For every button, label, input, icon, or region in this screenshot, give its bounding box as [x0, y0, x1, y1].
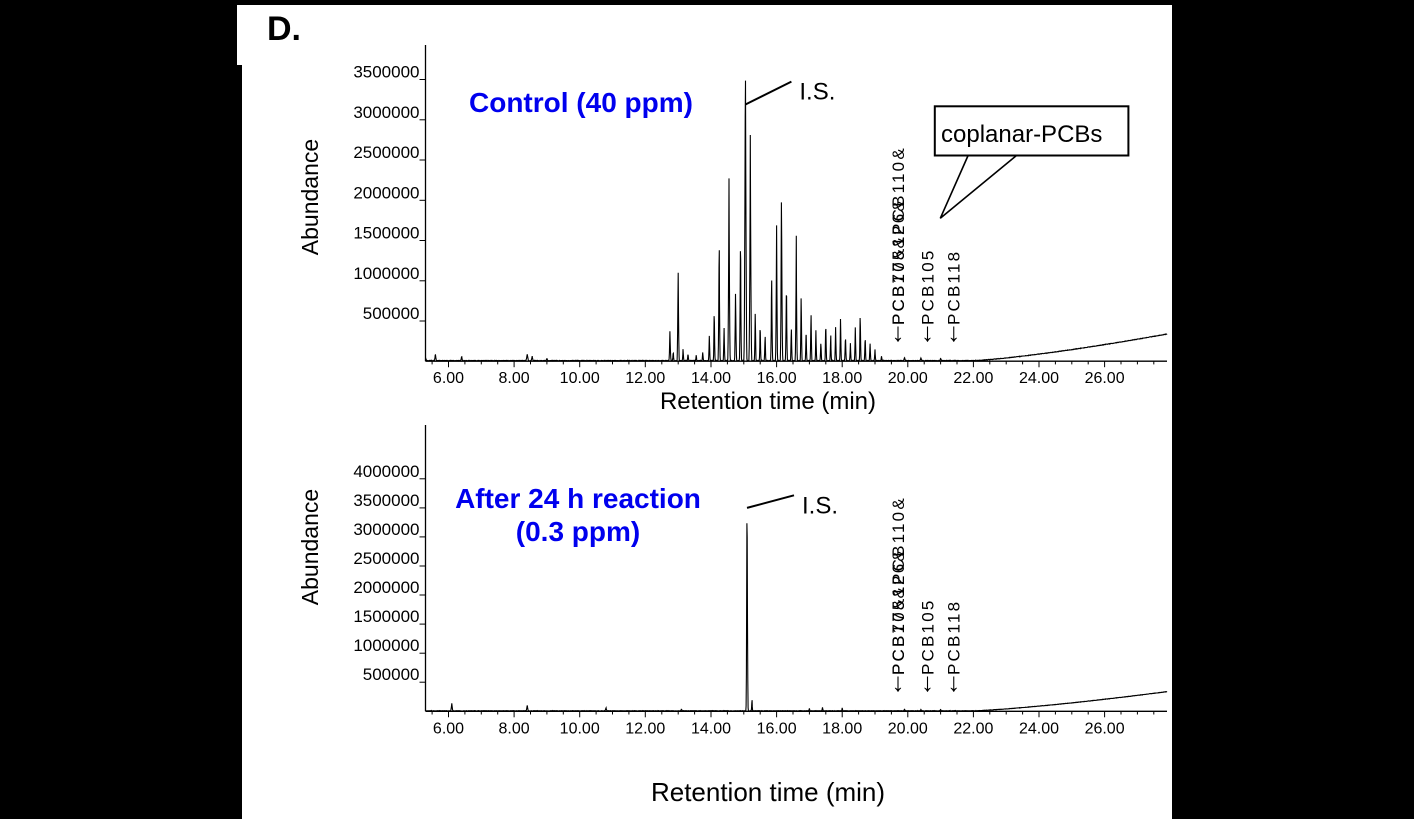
svg-text:18.00: 18.00: [822, 720, 862, 737]
svg-text:6.00: 6.00: [433, 720, 464, 737]
svg-text:After 24 h reaction: After 24 h reaction: [455, 483, 701, 514]
svg-text:2000000: 2000000: [353, 183, 419, 202]
svg-text:PCB105&PCB110&: PCB105&PCB110&: [889, 496, 908, 675]
svg-text:I.S.: I.S.: [802, 492, 838, 519]
svg-text:2500000: 2500000: [353, 143, 419, 162]
svg-text:10.00: 10.00: [560, 720, 600, 737]
svg-text:↓: ↓: [921, 667, 934, 697]
svg-text:I.S.: I.S.: [799, 79, 835, 106]
svg-text:3500000: 3500000: [353, 63, 419, 82]
svg-text:2500000: 2500000: [353, 549, 419, 568]
svg-text:↓: ↓: [947, 317, 960, 347]
svg-text:26.00: 26.00: [1085, 720, 1125, 737]
svg-text:14.00: 14.00: [691, 370, 731, 387]
svg-text:22.00: 22.00: [953, 720, 993, 737]
svg-text:8.00: 8.00: [499, 720, 530, 737]
svg-text:(0.3 ppm): (0.3 ppm): [516, 516, 640, 547]
svg-text:↓: ↓: [921, 317, 934, 347]
svg-text:↓: ↓: [947, 667, 960, 697]
svg-text:4000000: 4000000: [353, 462, 419, 481]
svg-text:16.00: 16.00: [757, 370, 797, 387]
svg-text:PCB105&PCB110&: PCB105&PCB110&: [889, 146, 908, 325]
svg-text:Control (40 ppm): Control (40 ppm): [469, 87, 693, 118]
svg-text:1500000: 1500000: [353, 224, 419, 243]
svg-text:3000000: 3000000: [353, 103, 419, 122]
svg-text:coplanar-PCBs: coplanar-PCBs: [941, 121, 1102, 148]
svg-text:20.00: 20.00: [888, 720, 928, 737]
svg-text:3500000: 3500000: [353, 491, 419, 510]
svg-text:12.00: 12.00: [625, 720, 665, 737]
svg-text:PCB118: PCB118: [945, 600, 964, 675]
svg-text:1000000: 1000000: [353, 264, 419, 283]
svg-text:PCB118: PCB118: [945, 250, 964, 325]
svg-text:6.00: 6.00: [433, 370, 464, 387]
svg-text:1500000: 1500000: [353, 607, 419, 626]
svg-text:500000: 500000: [363, 304, 420, 323]
svg-text:8.00: 8.00: [499, 370, 530, 387]
svg-text:3000000: 3000000: [353, 520, 419, 539]
svg-text:10.00: 10.00: [560, 370, 600, 387]
svg-text:↓: ↓: [892, 317, 905, 347]
svg-text:16.00: 16.00: [757, 720, 797, 737]
svg-text:22.00: 22.00: [953, 370, 993, 387]
svg-text:12.00: 12.00: [625, 370, 665, 387]
svg-text:Abundance: Abundance: [297, 139, 323, 255]
svg-text:14.00: 14.00: [691, 720, 731, 737]
svg-text:Abundance: Abundance: [297, 489, 323, 605]
svg-text:Retention time (min): Retention time (min): [651, 777, 885, 807]
svg-text:18.00: 18.00: [822, 370, 862, 387]
svg-text:26.00: 26.00: [1085, 370, 1125, 387]
svg-text:24.00: 24.00: [1019, 370, 1059, 387]
svg-text:20.00: 20.00: [888, 370, 928, 387]
svg-text:Retention time (min): Retention time (min): [660, 388, 876, 415]
svg-text:24.00: 24.00: [1019, 720, 1059, 737]
svg-text:500000: 500000: [363, 665, 420, 684]
svg-text:1000000: 1000000: [353, 636, 419, 655]
svg-text:↓: ↓: [892, 667, 905, 697]
svg-text:PCB105: PCB105: [919, 248, 938, 325]
svg-text:2000000: 2000000: [353, 578, 419, 597]
svg-text:PCB105: PCB105: [919, 598, 938, 675]
